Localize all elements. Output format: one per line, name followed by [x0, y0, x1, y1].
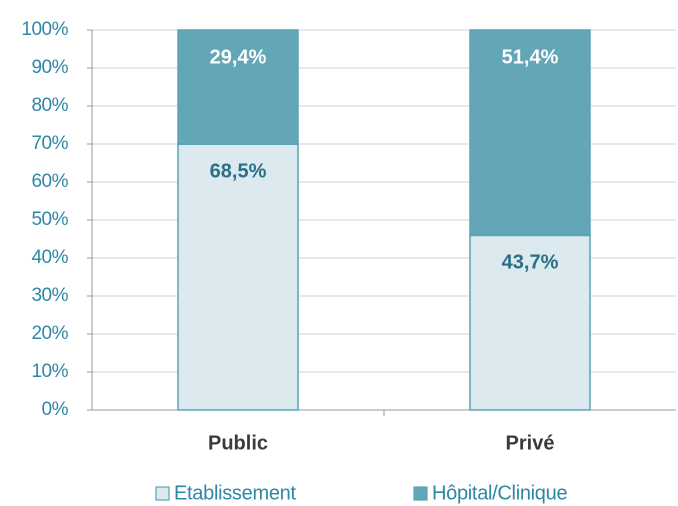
x-tick-label: Privé [506, 432, 555, 454]
y-tick-label: 50% [31, 209, 68, 230]
value-label: 68,5% [210, 160, 267, 182]
y-tick-label: 40% [31, 247, 68, 268]
legend-swatch [155, 486, 170, 501]
y-tick-label: 60% [31, 171, 68, 192]
y-tick-label: 100% [21, 19, 68, 40]
y-tick-label: 30% [31, 285, 68, 306]
legend-swatch [413, 486, 428, 501]
legend-label: Etablissement [174, 482, 296, 504]
y-tick-label: 70% [31, 133, 68, 154]
y-tick-label: 0% [42, 399, 69, 420]
value-label: 29,4% [210, 46, 267, 68]
value-label: 51,4% [502, 46, 559, 68]
x-tick-label: Public [208, 432, 268, 454]
y-tick-label: 80% [31, 95, 68, 116]
y-tick-label: 90% [31, 57, 68, 78]
bar-segment [469, 29, 591, 237]
value-label: 43,7% [502, 252, 559, 274]
y-tick-label: 20% [31, 323, 68, 344]
y-tick-label: 10% [31, 361, 68, 382]
bar-segment [177, 29, 299, 145]
bar-segment [469, 234, 591, 411]
bar-segment [177, 143, 299, 411]
legend-label: Hôpital/Clinique [432, 482, 567, 504]
